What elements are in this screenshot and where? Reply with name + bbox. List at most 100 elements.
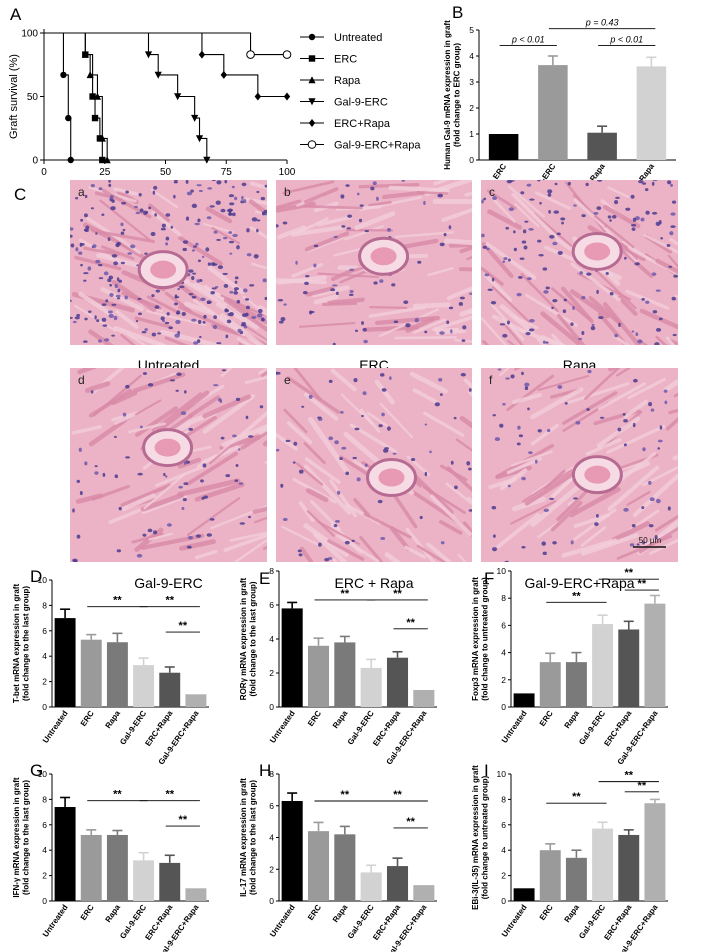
y-tick-label: 6	[269, 801, 274, 811]
fibre	[374, 315, 441, 326]
fibre	[496, 513, 540, 549]
fibre	[463, 378, 472, 389]
bar	[618, 834, 640, 901]
nucleus	[245, 312, 249, 317]
y-tick-label: 50	[27, 92, 39, 103]
nucleus	[210, 291, 215, 295]
y-tick-label: 8	[501, 794, 506, 804]
nucleus	[461, 339, 466, 342]
y-axis-label-line: (fold change to the last group)	[22, 586, 31, 701]
fibre	[510, 500, 557, 525]
data-point	[103, 156, 111, 164]
fibre	[313, 294, 339, 305]
nucleus	[226, 209, 233, 213]
vessel-lumen	[150, 260, 177, 279]
nucleus	[492, 534, 496, 538]
fibre	[159, 329, 220, 345]
nucleus	[609, 219, 612, 222]
nucleus	[548, 210, 551, 214]
fibre	[111, 279, 157, 312]
image-letter: d	[78, 373, 85, 387]
nucleus	[142, 372, 148, 375]
nucleus	[114, 283, 118, 289]
nucleus	[248, 515, 252, 519]
image-letter: a	[78, 185, 85, 199]
fibre	[654, 514, 678, 532]
nucleus	[191, 249, 195, 252]
fibre	[303, 441, 326, 465]
y-tick-label: 6	[42, 626, 47, 636]
nucleus	[243, 199, 247, 204]
nucleus	[108, 180, 111, 183]
nucleus	[439, 242, 445, 247]
bar	[587, 132, 617, 160]
fibre	[242, 295, 267, 318]
nucleus	[229, 252, 233, 255]
fibre	[150, 188, 179, 209]
nucleus	[453, 416, 457, 420]
image-letter: e	[284, 373, 291, 387]
nucleus	[139, 208, 144, 213]
series-gal-9-erc	[44, 32, 211, 164]
nucleus	[443, 232, 447, 237]
nucleus	[527, 407, 530, 411]
nucleus	[308, 394, 313, 399]
nucleus	[278, 320, 284, 324]
x-tick-label: ERC	[306, 709, 323, 728]
nucleus	[654, 342, 660, 345]
fibre	[316, 215, 353, 227]
fibre	[254, 516, 267, 524]
fibre	[298, 501, 315, 522]
fibre	[360, 408, 381, 433]
image-letter: c	[489, 185, 495, 199]
nucleus	[304, 281, 309, 286]
nucleus	[228, 211, 232, 216]
data-point	[67, 156, 74, 164]
histology-image-d: d	[70, 368, 267, 562]
bar	[644, 603, 666, 707]
nucleus	[652, 180, 658, 182]
nucleus	[151, 332, 157, 337]
fibre	[304, 231, 350, 252]
nucleus	[90, 183, 95, 188]
nucleus	[629, 543, 635, 547]
nucleus	[147, 528, 153, 533]
nucleus	[84, 461, 88, 466]
nucleus	[220, 436, 225, 440]
nucleus	[256, 190, 260, 194]
fibre	[240, 430, 267, 450]
nucleus	[648, 480, 652, 485]
fibre	[327, 297, 365, 306]
fibre	[534, 191, 572, 210]
nucleus	[525, 331, 531, 336]
fibre	[221, 423, 267, 448]
nucleus	[581, 214, 586, 218]
nucleus	[359, 204, 364, 207]
nucleus	[632, 422, 636, 428]
y-axis-label-line: Foxp3 mRNA expression in graft	[471, 577, 480, 701]
nucleus	[196, 279, 200, 283]
nucleus	[105, 299, 109, 303]
nucleus	[298, 469, 304, 474]
fibre	[540, 335, 567, 345]
significance-label: **	[393, 588, 402, 600]
nucleus	[528, 451, 533, 455]
nucleus	[499, 323, 506, 326]
fibre	[283, 408, 308, 434]
nucleus	[238, 482, 244, 485]
fibre	[438, 520, 463, 535]
bar	[281, 800, 303, 901]
data-point	[191, 114, 199, 122]
nucleus	[382, 448, 389, 453]
legend-marker	[308, 76, 316, 84]
x-tick-label: ERC	[538, 709, 555, 728]
nucleus	[631, 523, 636, 528]
bar	[185, 694, 207, 707]
bar-chart-F: 0 2 4 6 8 10 Foxp3 mRNA expression in graft (fo…	[471, 566, 668, 766]
y-tick-label: 3	[469, 77, 474, 87]
nucleus	[98, 277, 104, 280]
fibre	[78, 291, 115, 318]
nucleus	[450, 329, 453, 334]
fibre	[580, 533, 639, 556]
significance-label: p < 0.01	[609, 35, 643, 45]
